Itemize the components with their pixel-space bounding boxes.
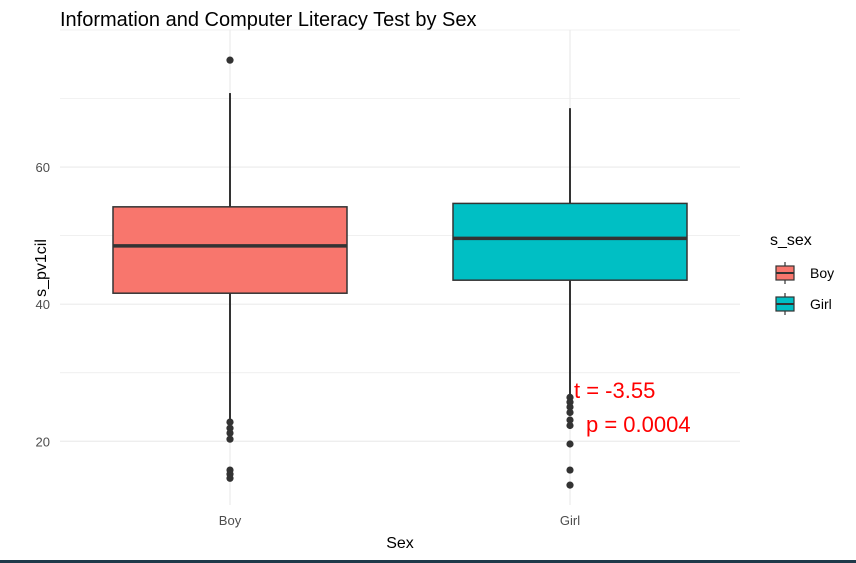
chart-title: Information and Computer Literacy Test b… xyxy=(60,9,477,31)
outlier-point xyxy=(566,408,574,417)
y-tick-label: 40 xyxy=(36,297,50,312)
y-tick-label: 60 xyxy=(36,160,50,175)
outlier-point xyxy=(566,403,574,411)
outlier-point xyxy=(226,435,234,443)
legend-title: s_sex xyxy=(770,232,812,249)
outlier-point xyxy=(566,481,574,489)
outlier-point xyxy=(226,56,234,64)
x-axis-label: Sex xyxy=(386,535,414,552)
x-tick-label: Boy xyxy=(219,513,242,528)
outlier-point xyxy=(226,474,234,482)
box-boy xyxy=(112,206,348,294)
legend-label: Boy xyxy=(810,265,834,281)
outlier-point xyxy=(566,466,574,474)
outlier-point xyxy=(566,421,574,430)
annotation-p: p = 0.0004 xyxy=(586,412,691,437)
outlier-point xyxy=(566,440,574,448)
y-axis-label: s_pv1cil xyxy=(33,239,50,297)
annotation-t: t = -3.55 xyxy=(574,378,655,403)
legend-label: Girl xyxy=(810,296,832,312)
x-tick-label: Girl xyxy=(560,513,580,528)
outlier-point xyxy=(226,418,234,426)
box-girl xyxy=(452,202,688,281)
y-tick-label: 20 xyxy=(36,434,50,449)
outlier-point xyxy=(226,429,234,437)
window-bottom-border xyxy=(0,560,856,563)
legend: s_sex Boy Girl xyxy=(770,232,834,315)
outlier-point xyxy=(566,416,574,424)
